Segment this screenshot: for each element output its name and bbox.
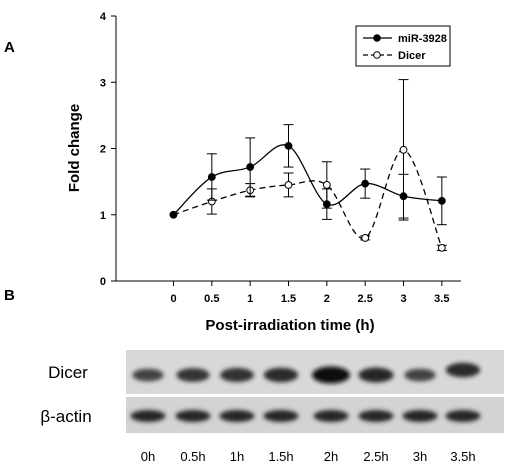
data-point-mir3928 [437, 196, 446, 205]
series-layer [169, 79, 447, 252]
lane-label: 1.5h [268, 449, 293, 464]
series-line-mir3928 [173, 144, 442, 216]
series-mir3928 [169, 124, 447, 226]
blot-band-dicer [358, 367, 394, 383]
x-tick-label: 2.5 [358, 293, 373, 305]
blot-row-label-actin: β-actin [40, 407, 91, 426]
blot-band-actin [313, 410, 349, 422]
x-tick-label: 3 [400, 293, 406, 305]
lane-label: 3h [413, 449, 427, 464]
legend-box [355, 25, 451, 67]
x-tick-label: 2 [324, 293, 330, 305]
lane-label: 0.5h [180, 449, 205, 464]
lane-label: 2h [324, 449, 338, 464]
legend-marker-dicer [373, 51, 381, 59]
blot-band-actin [219, 410, 255, 422]
blot-band-actin [263, 410, 299, 422]
blot-band-dicer [132, 368, 164, 382]
blot-band-dicer [263, 367, 299, 383]
data-point-dicer [437, 243, 446, 252]
data-point-mir3928 [399, 192, 408, 201]
y-tick-label: 4 [100, 11, 107, 23]
data-point-mir3928 [207, 173, 216, 181]
x-axis-title: Post-irradiation time (h) [205, 317, 374, 334]
y-axis-title: Fold change [66, 104, 83, 192]
data-point-dicer [361, 234, 370, 242]
blot-band-dicer [404, 368, 436, 382]
western-blot: Dicer β-actin 0h 0.5h 1h 1.5h 2h 2.5h 3h 3.5h [40, 350, 504, 464]
legend-label-dicer: Dicer [398, 50, 426, 62]
blot-band-actin [358, 410, 394, 422]
x-tick-label: 1 [247, 293, 253, 305]
y-tick-label: 1 [100, 210, 106, 222]
legend: miR-3928 Dicer [355, 25, 451, 67]
data-point-dicer [284, 181, 293, 189]
lane-label: 0h [141, 449, 155, 464]
blot-band-dicer [176, 368, 210, 382]
blot-band-actin [175, 410, 211, 422]
blot-band-dicer [312, 366, 350, 384]
data-point-mir3928 [246, 163, 255, 171]
blot-band-actin [402, 410, 438, 422]
lane-label: 2.5h [363, 449, 388, 464]
x-tick-label: 0.5 [204, 293, 219, 305]
data-point-dicer [322, 181, 331, 189]
blot-band-actin [445, 410, 481, 422]
x-tick-label: 3.5 [434, 293, 449, 305]
data-point-mir3928 [322, 200, 331, 209]
data-point-mir3928 [361, 179, 370, 188]
x-tick-label: 0 [170, 293, 176, 305]
legend-marker-mir3928 [373, 34, 381, 42]
lane-labels: 0h 0.5h 1h 1.5h 2h 2.5h 3h 3.5h [141, 449, 476, 464]
legend-label-mir3928: miR-3928 [398, 33, 447, 45]
y-tick-label: 2 [100, 144, 106, 156]
panel-label-a: A [4, 39, 15, 56]
blot-row-label-dicer: Dicer [48, 363, 88, 382]
panel-label-b: B [4, 287, 15, 304]
blot-band-dicer [445, 362, 481, 378]
y-tick-label: 0 [100, 276, 106, 288]
lane-label: 3.5h [450, 449, 475, 464]
x-ticks: 0 0.5 1 1.5 2 2.5 3 3.5 [170, 281, 449, 305]
y-ticks: 0 1 2 3 4 [100, 11, 116, 288]
data-point-mir3928 [284, 141, 293, 150]
data-point-dicer [399, 145, 408, 154]
data-point-mir3928 [169, 210, 178, 219]
y-tick-label: 3 [100, 77, 106, 89]
lane-label: 1h [230, 449, 244, 464]
blot-bands [130, 362, 481, 422]
blot-band-dicer [220, 367, 254, 383]
blot-band-actin [130, 410, 166, 422]
x-tick-label: 1.5 [281, 293, 296, 305]
